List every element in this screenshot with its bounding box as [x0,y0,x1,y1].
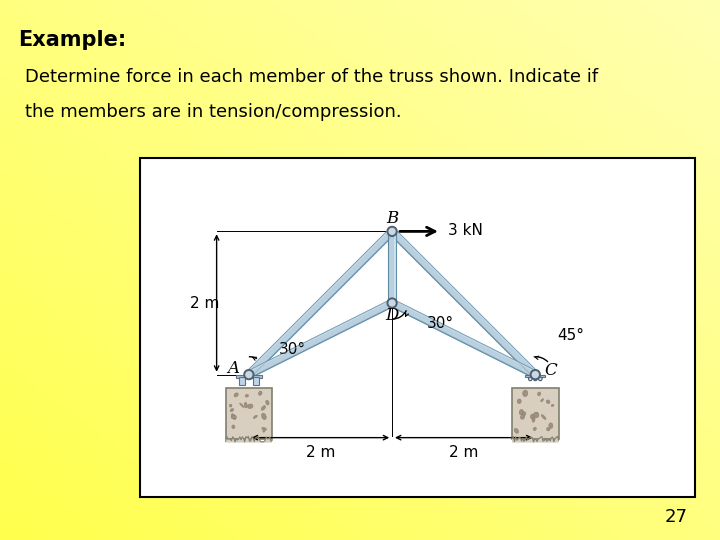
Ellipse shape [546,428,550,431]
Bar [239,377,245,386]
Ellipse shape [532,417,535,422]
Ellipse shape [534,412,539,418]
Text: 3 kN: 3 kN [448,223,483,238]
Ellipse shape [536,412,538,414]
Text: 30°: 30° [279,342,306,357]
Ellipse shape [514,428,518,433]
Polygon shape [251,233,395,377]
Ellipse shape [253,415,257,418]
Text: Example:: Example: [18,30,126,50]
Polygon shape [390,229,538,377]
Ellipse shape [230,404,232,407]
Bar [236,375,262,378]
Text: D: D [385,307,399,325]
Ellipse shape [552,404,554,407]
Circle shape [532,372,538,377]
Text: 2 m: 2 m [449,445,478,460]
Ellipse shape [546,400,550,403]
Ellipse shape [523,390,528,396]
Text: 2 m: 2 m [306,445,335,460]
Circle shape [528,377,532,381]
Ellipse shape [234,393,238,397]
Polygon shape [390,233,534,377]
Ellipse shape [261,413,266,420]
Polygon shape [225,436,272,443]
Polygon shape [247,300,394,378]
Text: C: C [545,362,557,379]
Ellipse shape [232,425,235,429]
Ellipse shape [263,430,265,432]
Bar [512,388,559,439]
Polygon shape [246,229,395,377]
Text: A: A [227,360,239,377]
Ellipse shape [517,399,521,403]
Polygon shape [393,300,537,373]
Circle shape [534,377,537,381]
Circle shape [387,227,397,236]
Polygon shape [390,305,534,378]
Circle shape [531,370,540,379]
Circle shape [387,299,397,308]
Ellipse shape [244,403,247,408]
Ellipse shape [534,427,536,430]
Polygon shape [388,232,390,303]
Text: B: B [386,210,398,227]
Ellipse shape [522,412,526,415]
Circle shape [539,377,542,381]
Polygon shape [247,300,391,373]
Bar [253,377,259,386]
Ellipse shape [245,402,247,405]
Text: 2 m: 2 m [190,295,219,310]
Bar [225,388,272,439]
Ellipse shape [246,394,248,397]
Ellipse shape [248,404,253,408]
Polygon shape [388,232,396,303]
Ellipse shape [258,391,262,395]
Ellipse shape [262,428,266,430]
Ellipse shape [521,415,525,419]
Polygon shape [390,300,537,378]
Text: Determine force in each member of the truss shown. Indicate if: Determine force in each member of the tr… [25,68,598,85]
Ellipse shape [541,415,546,420]
Polygon shape [394,229,538,373]
Ellipse shape [230,409,234,411]
Circle shape [246,372,252,378]
Ellipse shape [261,406,266,410]
Text: the members are in tension/compression.: the members are in tension/compression. [25,103,402,120]
Circle shape [244,370,253,379]
Polygon shape [395,232,396,303]
Polygon shape [246,229,390,373]
Text: 30°: 30° [426,315,454,330]
Ellipse shape [231,414,236,420]
Text: 45°: 45° [557,328,584,343]
Ellipse shape [549,423,553,428]
Ellipse shape [531,414,534,419]
Bar [526,375,545,377]
Ellipse shape [231,415,236,418]
Ellipse shape [538,392,541,396]
FancyBboxPatch shape [140,158,695,497]
Polygon shape [512,436,559,443]
Ellipse shape [266,400,269,405]
Ellipse shape [519,409,523,415]
Ellipse shape [541,399,544,402]
Polygon shape [250,305,394,378]
Text: 27: 27 [665,509,688,526]
Ellipse shape [240,403,244,408]
